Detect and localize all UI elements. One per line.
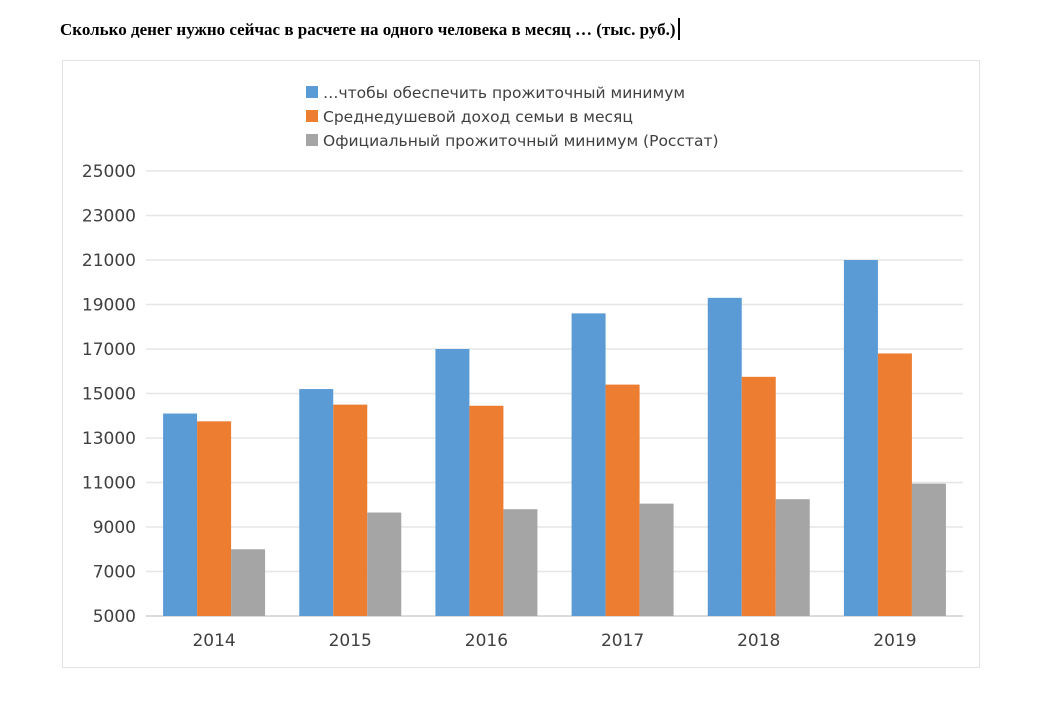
x-tick-label: 2018: [737, 631, 780, 651]
x-tick-label: 2014: [192, 631, 235, 651]
legend-swatch-1: [306, 86, 318, 98]
text-cursor: [677, 18, 680, 40]
bar-2015-series-1: [299, 389, 334, 616]
y-tick-label: 13000: [82, 429, 136, 449]
bar-2017-series-3: [639, 503, 674, 616]
x-tick-label: 2016: [465, 631, 508, 651]
x-tick-label: 2017: [601, 631, 644, 651]
axes: 5000 7000 9000 11000 13000 15000 17000 19000 210…: [82, 162, 917, 651]
y-tick-label: 7000: [93, 563, 136, 583]
bar-2017-series-2: [605, 384, 640, 616]
bar-2017-series-1: [571, 313, 606, 616]
bar-2016-series-1: [435, 349, 470, 616]
y-tick-label: 21000: [82, 251, 136, 271]
bar-2015-series-3: [367, 512, 402, 616]
bars: [163, 260, 946, 616]
legend-label-2: Среднедушевой доход семьи в месяц: [323, 108, 633, 126]
y-tick-label: 9000: [93, 518, 136, 538]
bar-2014-series-2: [197, 421, 232, 616]
legend-label-1: …чтобы обеспечить прожиточный минимум: [323, 84, 685, 102]
gridlines: [146, 170, 963, 617]
legend-swatch-3: [306, 134, 318, 146]
legend-label-3: Официальный прожиточный минимум (Росстат…: [323, 132, 719, 150]
bar-2016-series-2: [469, 405, 504, 616]
bar-2016-series-3: [503, 509, 538, 616]
y-tick-label: 25000: [82, 162, 136, 182]
bar-2019-series-1: [843, 260, 878, 616]
x-tick-label: 2015: [329, 631, 372, 651]
y-tick-label: 19000: [82, 296, 136, 316]
y-tick-label: 5000: [93, 607, 136, 627]
bar-2018-series-2: [741, 376, 776, 616]
y-tick-label: 17000: [82, 340, 136, 360]
bar-2019-series-2: [877, 353, 912, 616]
y-tick-label: 11000: [82, 474, 136, 494]
bar-2018-series-1: [707, 297, 742, 616]
legend: …чтобы обеспечить прожиточный минимум Сре…: [306, 84, 719, 150]
chart-heading-text: Сколько денег нужно сейчас в расчете на …: [60, 20, 676, 39]
bar-2014-series-3: [231, 549, 266, 616]
x-tick-label: 2019: [873, 631, 916, 651]
bar-2015-series-2: [333, 404, 368, 616]
y-tick-label: 15000: [82, 385, 136, 405]
chart-heading: Сколько денег нужно сейчас в расчете на …: [60, 18, 680, 40]
bar-2019-series-3: [911, 483, 946, 616]
bar-2014-series-1: [163, 413, 198, 616]
legend-swatch-2: [306, 110, 318, 122]
bar-2018-series-3: [775, 499, 810, 616]
y-tick-label: 23000: [82, 207, 136, 227]
